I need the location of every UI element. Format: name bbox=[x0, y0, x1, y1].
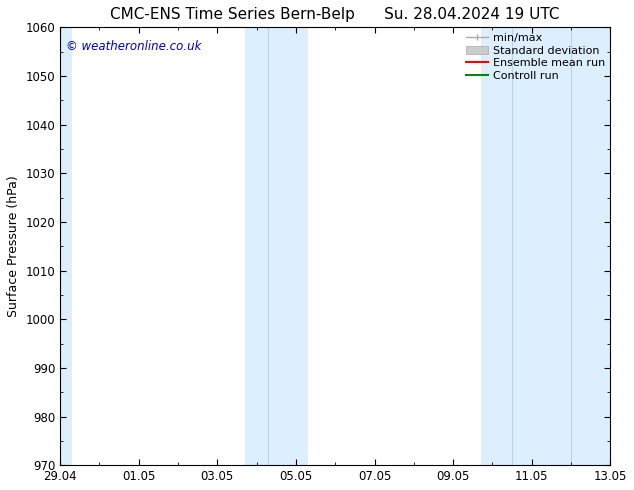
Bar bbox=[481, 27, 612, 465]
Bar bbox=[245, 27, 307, 465]
Bar bbox=[58, 27, 72, 465]
Y-axis label: Surface Pressure (hPa): Surface Pressure (hPa) bbox=[7, 175, 20, 317]
Legend: min/max, Standard deviation, Ensemble mean run, Controll run: min/max, Standard deviation, Ensemble me… bbox=[463, 30, 607, 83]
Text: © weatheronline.co.uk: © weatheronline.co.uk bbox=[65, 40, 201, 53]
Title: CMC-ENS Time Series Bern-Belp      Su. 28.04.2024 19 UTC: CMC-ENS Time Series Bern-Belp Su. 28.04.… bbox=[110, 7, 560, 22]
